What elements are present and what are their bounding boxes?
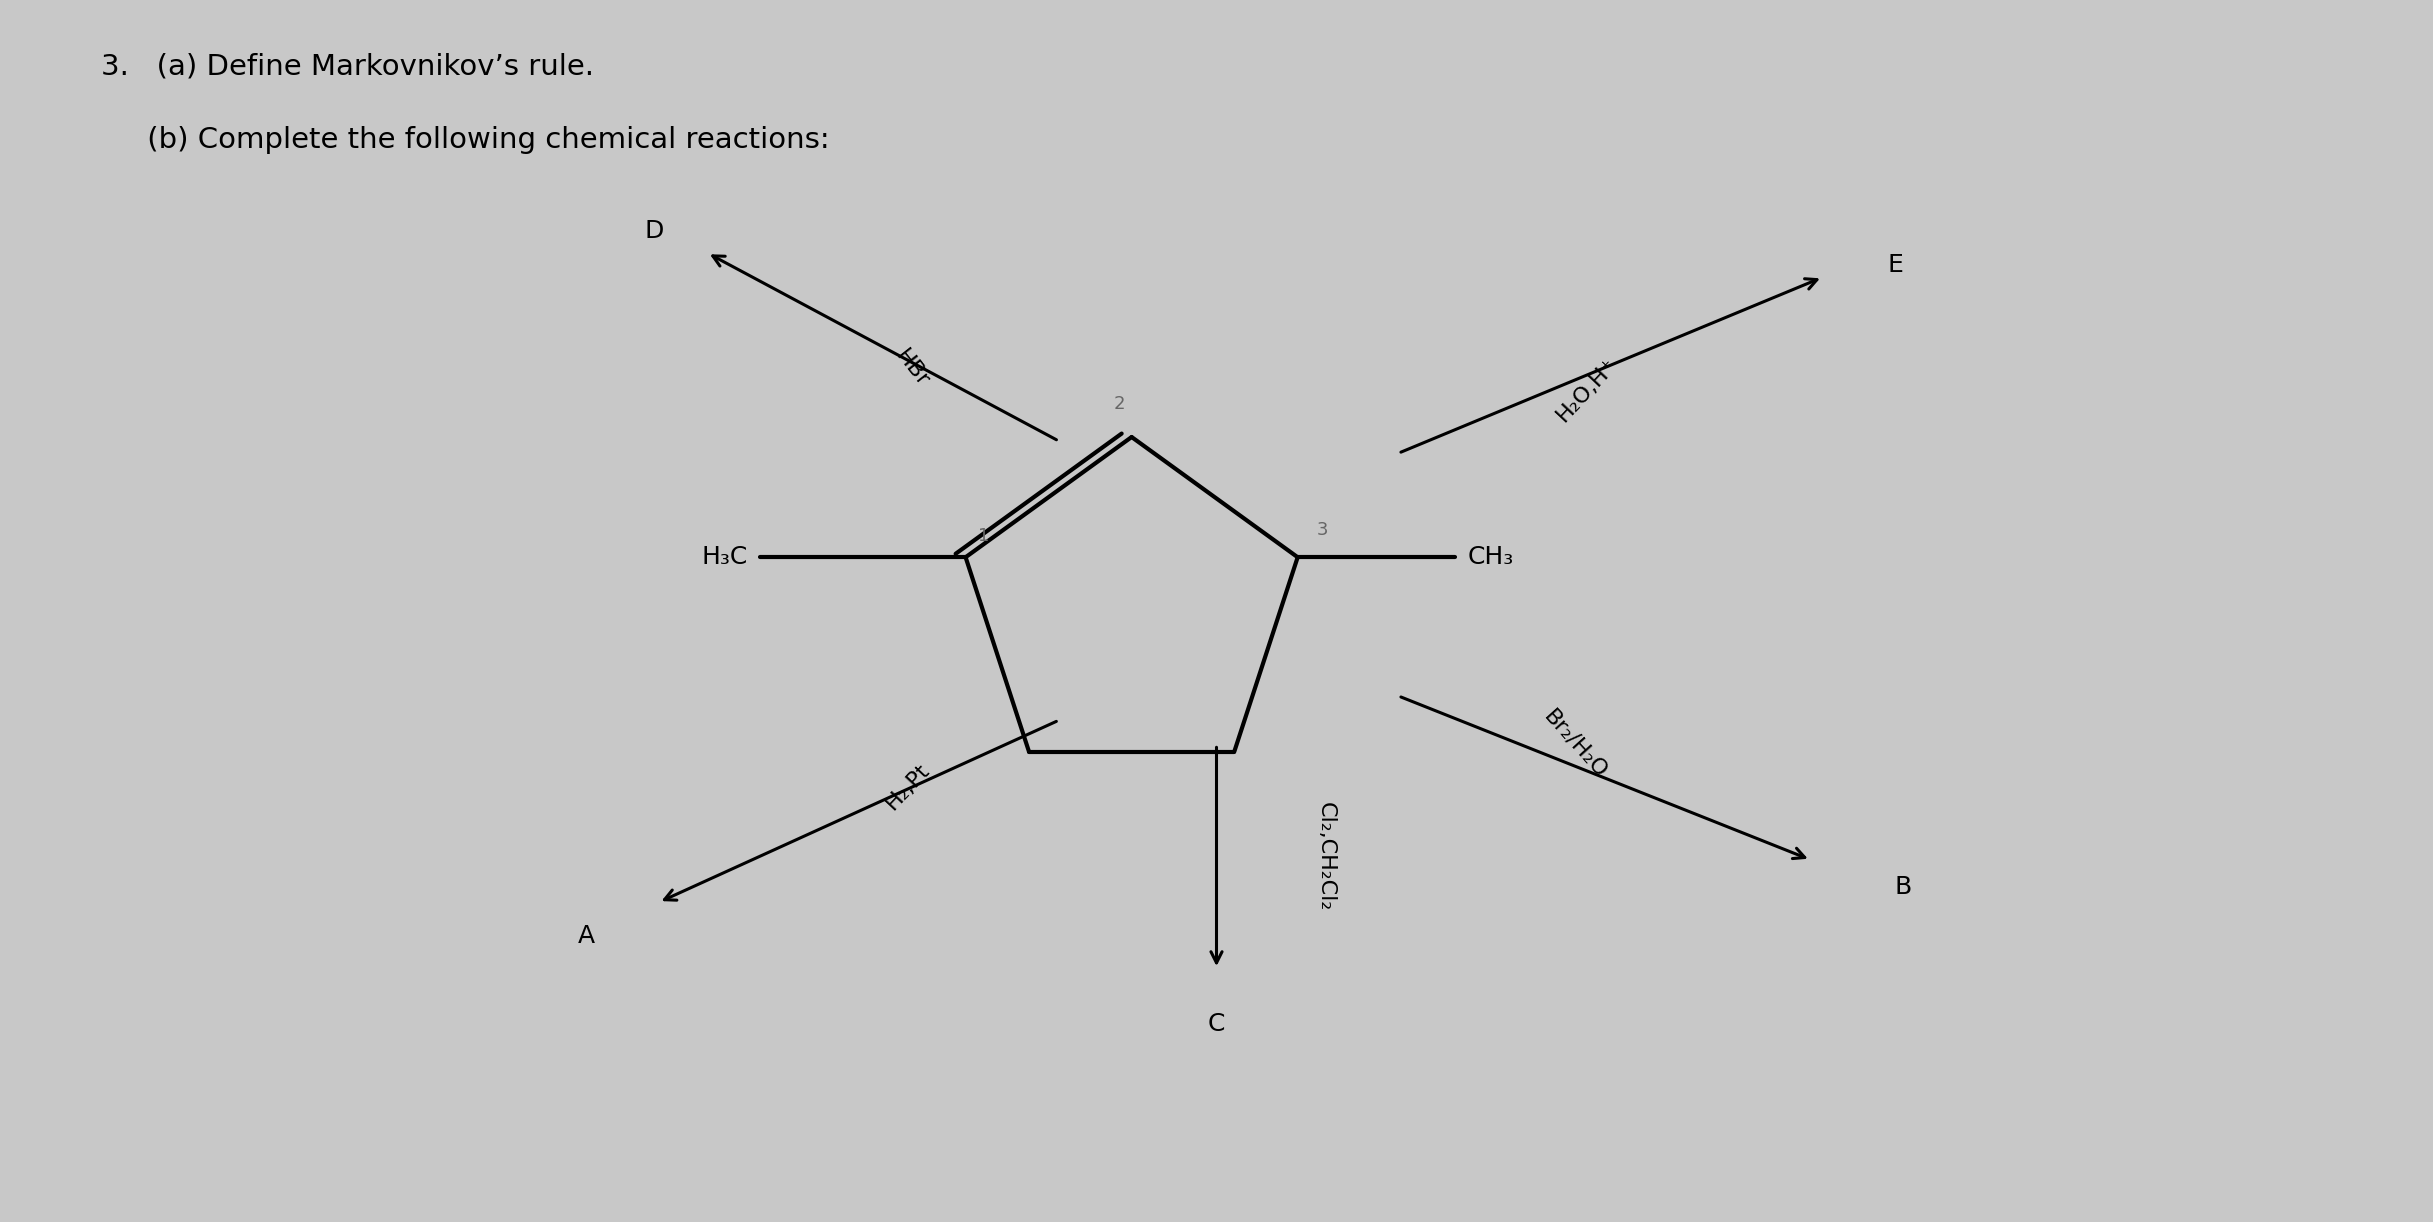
Text: (b) Complete the following chemical reactions:: (b) Complete the following chemical reac… — [102, 126, 830, 154]
Text: CH₃: CH₃ — [1467, 545, 1513, 569]
Text: D: D — [645, 219, 664, 243]
Text: A: A — [577, 924, 594, 948]
Text: H₂,Pt: H₂,Pt — [881, 760, 934, 814]
Text: C: C — [1207, 1012, 1226, 1036]
Text: H₃C: H₃C — [701, 545, 747, 569]
Text: 3.   (a) Define Markovnikov’s rule.: 3. (a) Define Markovnikov’s rule. — [102, 53, 594, 81]
Text: 1: 1 — [978, 527, 990, 545]
Text: E: E — [1888, 253, 1903, 277]
Text: 3: 3 — [1316, 521, 1328, 539]
Text: HBr: HBr — [890, 347, 932, 391]
Text: Br₂/H₂O: Br₂/H₂O — [1540, 706, 1611, 782]
Text: H₂O,H⁺: H₂O,H⁺ — [1552, 354, 1620, 425]
Text: B: B — [1893, 875, 1912, 898]
Text: Cl₂,CH₂Cl₂: Cl₂,CH₂Cl₂ — [1316, 802, 1336, 912]
Text: 2: 2 — [1114, 395, 1126, 413]
